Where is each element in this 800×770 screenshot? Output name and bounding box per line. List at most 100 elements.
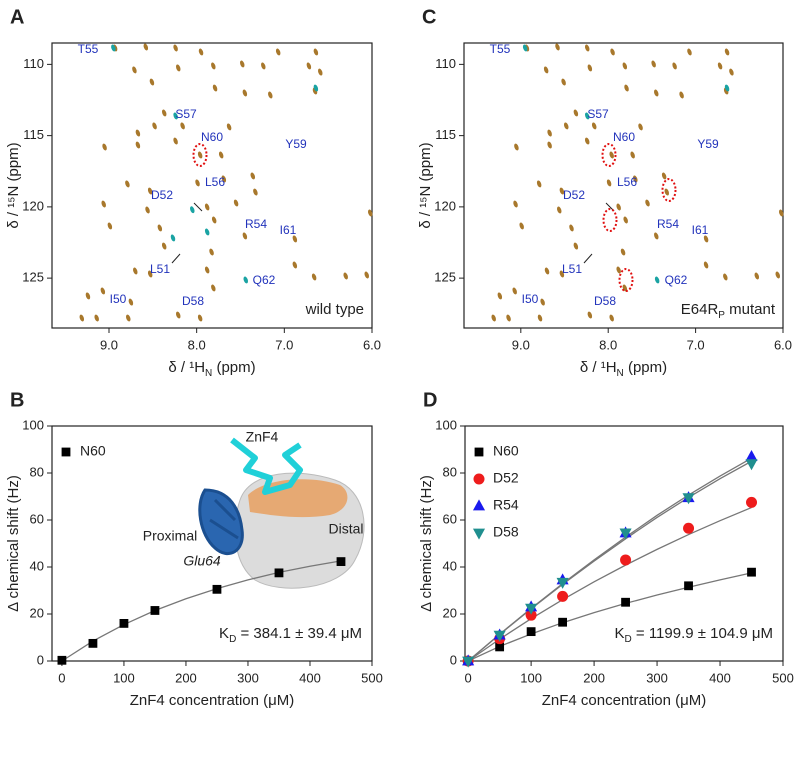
peak [125, 180, 130, 188]
peak [687, 48, 692, 56]
y-tick-label: 125 [22, 270, 44, 285]
x-tick-label: 300 [237, 670, 259, 685]
x-tick-label: 100 [113, 670, 135, 685]
fit-line [467, 572, 752, 662]
peak [543, 66, 549, 74]
kd-label-part: K [614, 625, 624, 642]
x-tick-label: 6.0 [774, 337, 792, 352]
peak [703, 261, 709, 269]
y-tick-label: 120 [434, 198, 456, 213]
peak-label: Q62 [253, 273, 276, 287]
condition-label-part: wild type [305, 301, 364, 318]
panel-label: B [10, 389, 24, 411]
legend-marker [61, 447, 71, 457]
peak [173, 112, 178, 120]
peak [102, 143, 107, 151]
peak [519, 222, 524, 230]
peak [306, 62, 312, 70]
peak [717, 62, 723, 70]
peak [591, 122, 597, 130]
peak [779, 209, 784, 217]
peak [211, 62, 216, 70]
x-axis-label: ZnF4 concentration (μM) [542, 692, 707, 709]
x-tick-label: 8.0 [188, 337, 206, 352]
y-tick-label: 120 [22, 198, 44, 213]
plot-frame [51, 425, 373, 662]
y-axis-label: Δ chemical shift (Hz) [418, 475, 435, 612]
y-tick-label: 110 [435, 56, 456, 71]
structure-label: Distal [328, 521, 363, 537]
x-tick-label: 9.0 [512, 337, 530, 352]
peak [654, 232, 659, 240]
peak [645, 199, 650, 207]
marker [746, 496, 758, 508]
marker [620, 554, 632, 566]
peak [497, 292, 503, 300]
peak [242, 89, 248, 97]
peak [536, 180, 542, 188]
peak [180, 122, 185, 130]
peak [513, 200, 518, 208]
x-axis-label-part: N [617, 368, 624, 379]
x-tick-label: 100 [520, 670, 542, 685]
legend-marker [472, 528, 486, 540]
marker [745, 459, 758, 471]
fit-line [61, 560, 342, 662]
peak [218, 151, 224, 159]
kd-label: KD = 384.1 ± 39.4 μM [219, 625, 362, 645]
peak [723, 273, 728, 281]
marker [684, 581, 693, 591]
marker [119, 619, 129, 628]
x-tick-label: 9.0 [100, 337, 118, 352]
peak [190, 206, 195, 214]
peak [664, 188, 670, 196]
peak-label: L51 [562, 262, 582, 276]
marker [556, 577, 569, 589]
condition-label-part: P [718, 310, 725, 321]
marker [57, 655, 67, 665]
peak [547, 129, 552, 137]
marker [88, 638, 98, 648]
peak [775, 271, 781, 279]
protein-structure [198, 437, 365, 589]
highlight-ring [601, 143, 617, 167]
marker [462, 656, 475, 668]
peak [651, 60, 656, 68]
marker [525, 603, 538, 615]
y-tick-label: 20 [443, 605, 457, 620]
peak [221, 175, 227, 183]
peak [111, 44, 116, 52]
peak [107, 222, 113, 230]
peak [173, 44, 178, 52]
y-tick-label: 0 [37, 652, 44, 667]
peak-label: R54 [657, 217, 679, 231]
peak [559, 270, 565, 278]
y-axis-label: δ / ¹⁵N (ppm) [417, 142, 434, 228]
peak [209, 248, 214, 256]
peak [233, 199, 239, 207]
peak [754, 272, 760, 280]
ribbon-proximal [198, 488, 244, 555]
x-tick-label: 300 [646, 670, 668, 685]
peak [610, 48, 615, 56]
peak [211, 216, 217, 224]
peak [522, 44, 528, 52]
peak [132, 66, 137, 74]
legend-label: N60 [80, 443, 106, 459]
leader [193, 202, 203, 212]
peak-label: D52 [151, 188, 173, 202]
peak-label: N60 [613, 130, 635, 144]
peak [198, 48, 204, 56]
peak [313, 84, 319, 92]
legend-label: N60 [493, 443, 519, 459]
peak [292, 235, 298, 243]
x-tick-label: 200 [583, 670, 605, 685]
peak [654, 89, 659, 97]
leader [171, 253, 181, 264]
y-tick-label: 60 [443, 511, 457, 526]
peak [204, 266, 210, 274]
peak [729, 68, 734, 76]
peak [85, 292, 91, 300]
peak [318, 68, 323, 76]
peak [624, 84, 629, 92]
